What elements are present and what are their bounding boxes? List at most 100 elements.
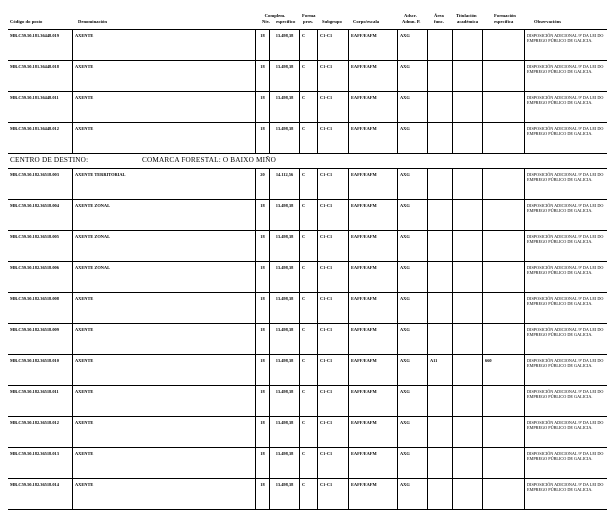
cell-area	[428, 448, 453, 478]
cell-codigo: MR.C59.50.182.36518.004	[8, 200, 73, 230]
cell-compl: 13.498,38	[270, 123, 300, 153]
section-header-centro-destino: CENTRO DE DESTINO: COMARCA FORESTAL: O BA…	[8, 154, 607, 169]
table-row: MR.C59.50.182.36518.013 AXENTE 18 13.498,38…	[8, 448, 607, 478]
cell-corpo: EAFF/EAFM	[349, 200, 398, 230]
row-divider	[8, 153, 607, 154]
column-header-subgrupo: Subgrupo	[322, 19, 342, 24]
cell-corpo: EAFF/EAFM	[349, 324, 398, 354]
cell-subg: C1-C1	[318, 448, 349, 478]
header-rule	[8, 29, 607, 30]
cell-niv: 18	[256, 123, 270, 153]
cell-niv: 18	[256, 386, 270, 416]
document-page: Código do posto Denominación Complem. Ni…	[8, 13, 607, 510]
cell-codigo: MR.C59.50.182.36518.008	[8, 293, 73, 323]
column-header-titulacion-top: Titulación	[456, 13, 477, 18]
cell-forma: C	[300, 386, 318, 416]
column-header-forma-top: Forma	[302, 13, 316, 18]
row-divider	[8, 261, 607, 262]
cell-area	[428, 61, 453, 91]
cell-forma: C	[300, 231, 318, 261]
cell-adscr: AXG	[398, 448, 428, 478]
cell-adscr: AXG	[398, 200, 428, 230]
cell-obs: DISPOSICIÓN ADICIONAL 9ª DA LEI DO EMPRE…	[527, 451, 604, 461]
row-divider	[8, 416, 607, 417]
cell-forma: C	[300, 61, 318, 91]
cell-denom: AXENTE	[73, 386, 256, 416]
cell-compl: 13.498,38	[270, 448, 300, 478]
row-divider	[8, 60, 607, 61]
cell-form	[483, 448, 525, 478]
cell-subg: C1-C1	[318, 231, 349, 261]
cell-obs: DISPOSICIÓN ADICIONAL 9ª DA LEI DO EMPRE…	[527, 203, 604, 213]
column-header-niv: Niv.	[262, 19, 270, 24]
cell-area	[428, 386, 453, 416]
cell-corpo: EAFF/EAFM	[349, 169, 398, 199]
cell-corpo: EAFF/EAFM	[349, 293, 398, 323]
column-header-area-bottom: func.	[434, 19, 445, 24]
cell-niv: 18	[256, 417, 270, 447]
cell-titul	[453, 479, 483, 509]
cell-niv: 18	[256, 324, 270, 354]
cell-adscr: AXG	[398, 417, 428, 447]
cell-area	[428, 169, 453, 199]
cell-titul	[453, 262, 483, 292]
cell-niv: 18	[256, 262, 270, 292]
cell-forma: C	[300, 293, 318, 323]
cell-compl: 13.498,38	[270, 92, 300, 122]
cell-subg: C1-C1	[318, 92, 349, 122]
row-divider	[8, 122, 607, 123]
cell-denom: AXENTE	[73, 479, 256, 509]
cell-niv: 18	[256, 355, 270, 385]
cell-obs: DISPOSICIÓN ADICIONAL 9ª DA LEI DO EMPRE…	[527, 234, 604, 244]
cell-codigo: MR.C59.50.182.36518.013	[8, 448, 73, 478]
cell-area	[428, 324, 453, 354]
cell-compl: 13.498,38	[270, 200, 300, 230]
cell-forma: C	[300, 448, 318, 478]
cell-compl: 13.498,38	[270, 324, 300, 354]
cell-compl: 13.498,38	[270, 61, 300, 91]
cell-titul	[453, 169, 483, 199]
cell-titul	[453, 61, 483, 91]
table-row: MR.C59.50.181.36448.019 AXENTE 18 13.498,38…	[8, 30, 607, 60]
table-row: MR.C59.50.182.36518.004 AXENTE ZONAL 18 13.…	[8, 200, 607, 230]
cell-subg: C1-C1	[318, 324, 349, 354]
cell-obs: DISPOSICIÓN ADICIONAL 9ª DA LEI DO EMPRE…	[527, 33, 604, 43]
cell-compl: 13.498,38	[270, 293, 300, 323]
cell-corpo: EAFF/EAFM	[349, 92, 398, 122]
cell-obs: DISPOSICIÓN ADICIONAL 9ª DA LEI DO EMPRE…	[527, 482, 604, 492]
cell-compl: 13.498,38	[270, 386, 300, 416]
cell-codigo: MR.C59.50.181.36448.011	[8, 92, 73, 122]
cell-form	[483, 293, 525, 323]
cell-titul	[453, 293, 483, 323]
table-row: MR.C59.50.182.36518.010 AXENTE 18 13.498,38…	[8, 355, 607, 385]
cell-subg: C1-C1	[318, 262, 349, 292]
cell-forma: C	[300, 262, 318, 292]
cell-niv: 20	[256, 169, 270, 199]
cell-area	[428, 200, 453, 230]
cell-subg: C1-C1	[318, 123, 349, 153]
cell-corpo: EAFF/EAFM	[349, 231, 398, 261]
cell-form	[483, 123, 525, 153]
cell-corpo: EAFF/EAFM	[349, 61, 398, 91]
cell-area	[428, 293, 453, 323]
cell-forma: C	[300, 355, 318, 385]
cell-form	[483, 262, 525, 292]
cell-form	[483, 479, 525, 509]
cell-corpo: EAFF/EAFM	[349, 123, 398, 153]
cell-denom: AXENTE	[73, 61, 256, 91]
cell-adscr: AXG	[398, 262, 428, 292]
cell-adscr: AXG	[398, 61, 428, 91]
cell-adscr: AXG	[398, 479, 428, 509]
table-row: MR.C59.50.182.36518.006 AXENTE ZONAL 18 13.…	[8, 262, 607, 292]
cell-codigo: MR.C59.50.182.36518.005	[8, 231, 73, 261]
cell-adscr: AXG	[398, 30, 428, 60]
cell-titul	[453, 448, 483, 478]
cell-subg: C1-C1	[318, 417, 349, 447]
cell-adscr: AXG	[398, 231, 428, 261]
cell-corpo: EAFF/EAFM	[349, 355, 398, 385]
cell-denom: AXENTE	[73, 123, 256, 153]
cell-area	[428, 30, 453, 60]
cell-niv: 18	[256, 231, 270, 261]
cell-corpo: EAFF/EAFM	[349, 262, 398, 292]
cell-subg: C1-C1	[318, 30, 349, 60]
